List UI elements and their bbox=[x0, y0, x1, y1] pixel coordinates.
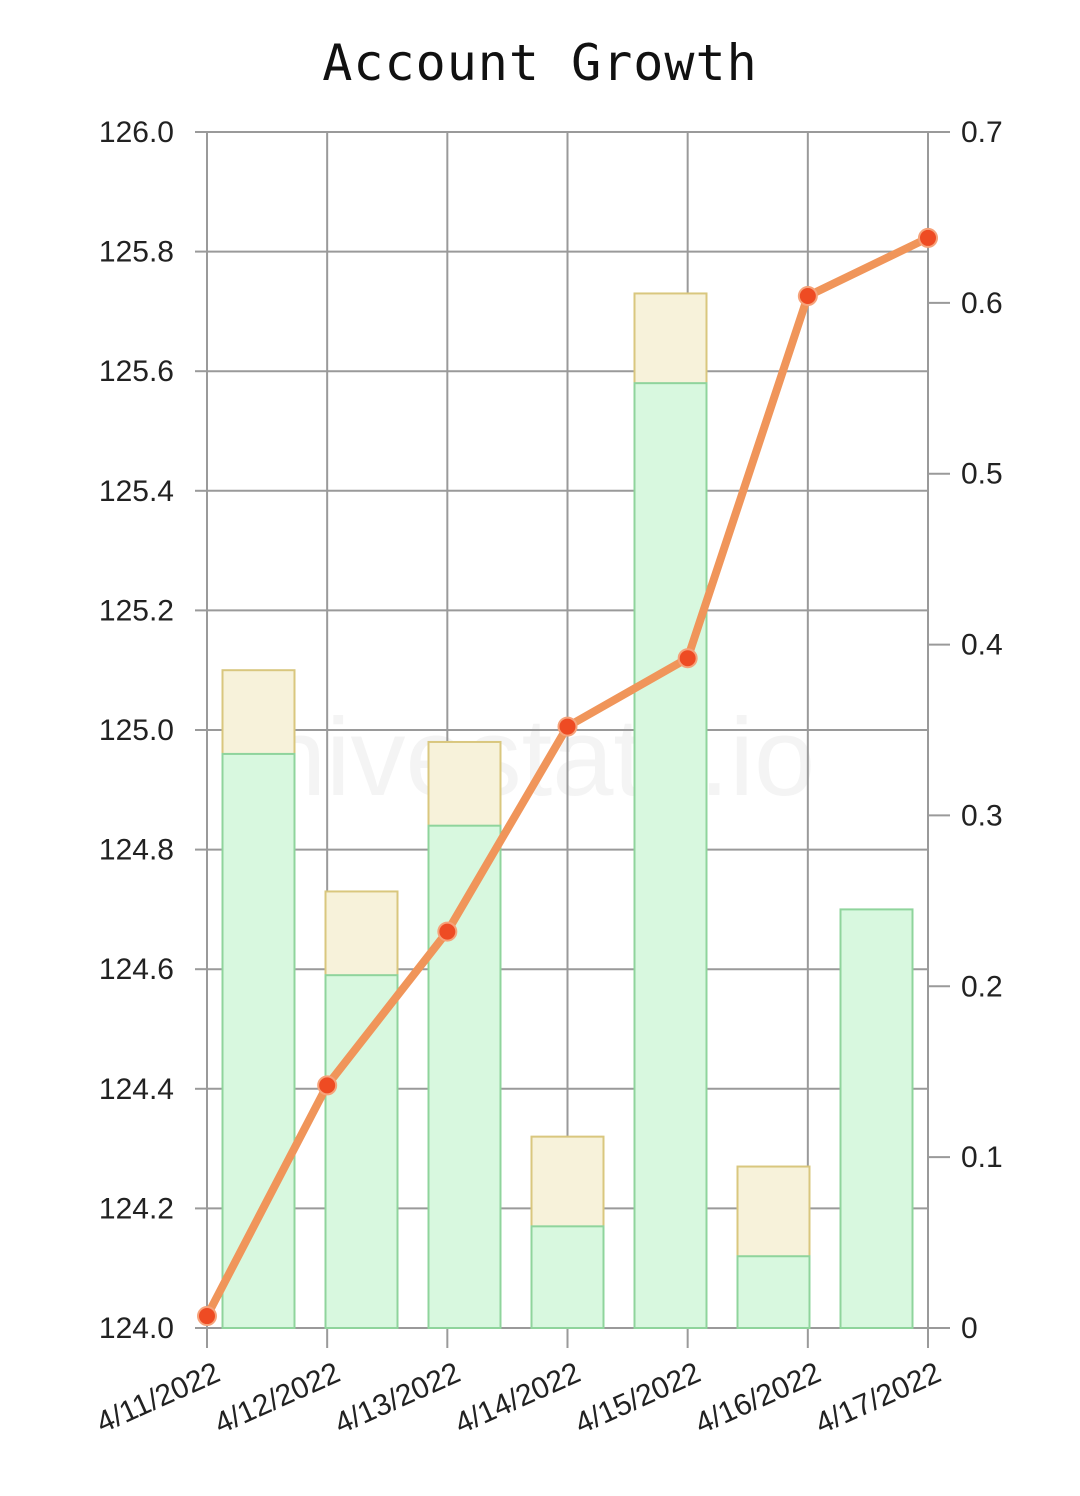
x-tick-label: 4/15/2022 bbox=[570, 1356, 705, 1440]
x-tick-label: 4/13/2022 bbox=[330, 1356, 465, 1440]
bar bbox=[324, 974, 399, 1329]
series-point bbox=[317, 1075, 338, 1096]
x-tick-label: 4/17/2022 bbox=[810, 1356, 945, 1440]
series-point bbox=[797, 286, 818, 307]
y-left-tick-label: 126.0 bbox=[99, 116, 174, 149]
y-right-tick-label: 0.2 bbox=[961, 970, 1003, 1003]
y-right-tick-label: 0.3 bbox=[961, 799, 1003, 832]
x-tick-label: 4/11/2022 bbox=[92, 1356, 225, 1440]
y-right-tick-label: 0.6 bbox=[961, 287, 1003, 320]
bar bbox=[633, 382, 708, 1330]
series-point bbox=[437, 921, 458, 942]
x-tick-label: 4/16/2022 bbox=[690, 1356, 825, 1440]
bar bbox=[839, 908, 914, 1330]
y-left-tick-label: 125.6 bbox=[99, 355, 174, 388]
y-left-tick-label: 125.8 bbox=[99, 236, 174, 269]
y-left-tick-label: 125.4 bbox=[99, 475, 174, 508]
y-left-tick-label: 124.0 bbox=[99, 1312, 174, 1345]
series-point bbox=[918, 227, 938, 248]
y-right-tick-label: 0.7 bbox=[961, 116, 1003, 149]
series-point bbox=[557, 716, 578, 737]
bar bbox=[221, 752, 296, 1329]
y-left-tick-label: 124.8 bbox=[99, 834, 174, 867]
series-point bbox=[677, 648, 698, 669]
x-tick-label: 4/12/2022 bbox=[210, 1356, 345, 1440]
y-right-tick-label: 0.1 bbox=[961, 1141, 1003, 1174]
bar bbox=[530, 1225, 605, 1329]
series-point bbox=[197, 1306, 217, 1327]
y-right-tick-label: 0.4 bbox=[961, 629, 1003, 662]
y-left-tick-label: 125.0 bbox=[99, 714, 174, 747]
chart-title: Account Growth bbox=[322, 34, 758, 92]
y-left-tick-label: 124.4 bbox=[99, 1073, 174, 1106]
y-left-tick-label: 124.2 bbox=[99, 1192, 174, 1225]
watermark-text: hivestats.io bbox=[265, 696, 815, 819]
bar bbox=[736, 1255, 811, 1329]
y-left-tick-label: 124.6 bbox=[99, 953, 174, 986]
y-right-tick-label: 0 bbox=[961, 1312, 978, 1345]
x-tick-label: 4/14/2022 bbox=[450, 1356, 585, 1440]
y-right-tick-label: 0.5 bbox=[961, 458, 1003, 491]
y-left-tick-label: 125.2 bbox=[99, 594, 174, 627]
